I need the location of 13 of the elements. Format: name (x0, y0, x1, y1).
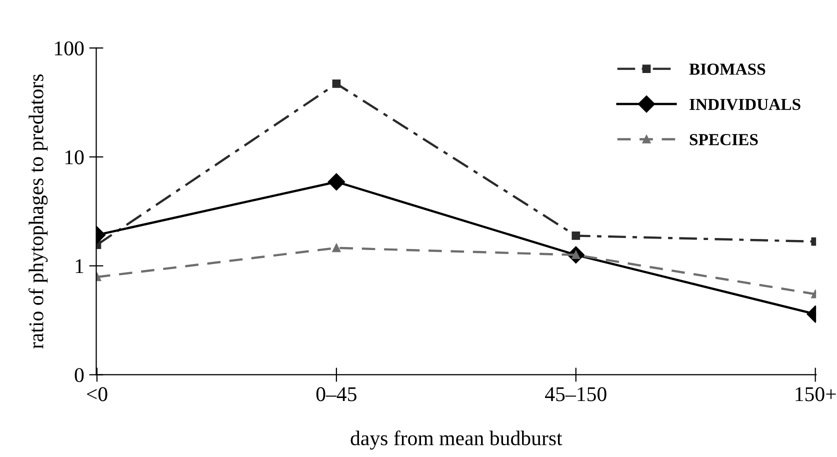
x-tick-label: <0 (86, 387, 108, 402)
y-tick-label: 0 (74, 368, 84, 382)
y-tick-label: 1 (76, 259, 84, 274)
y-tick-label: 100 (55, 41, 84, 56)
x-tick-label: 45–150 (545, 387, 606, 402)
y-axis-title: ratio of phytophages to predators (28, 74, 48, 349)
x-tick-label: 150+ (796, 387, 836, 402)
legend-label: SPECIES (690, 134, 758, 146)
y-tick-label: 10 (65, 150, 84, 164)
legend-label: BIOMASS (689, 64, 766, 75)
x-axis-title: days from mean budburst (350, 430, 562, 450)
legend-label: INDIVIDUALS (690, 98, 800, 110)
x-tick-label: 0–45 (316, 387, 356, 402)
